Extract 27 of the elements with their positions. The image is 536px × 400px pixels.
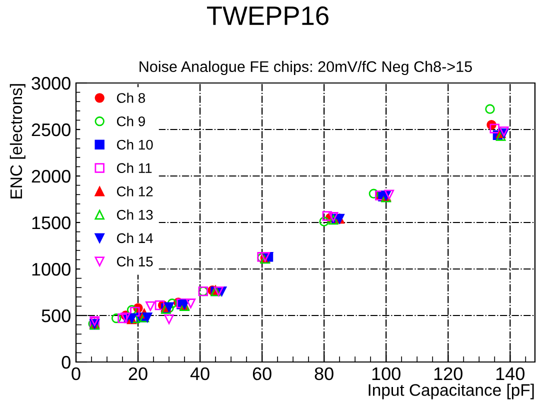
y-tick-label: 3000 [32,76,70,90]
legend-label: Ch 13 [116,210,153,220]
y-tick-label: 2500 [32,123,70,136]
y-tick-label: 500 [42,309,70,322]
legend-label: Ch 11 [116,162,152,174]
x-tick-label: 60 [252,367,272,380]
chart-title: TWEPP16 [207,6,328,26]
legend-label: Ch 15 [116,256,153,266]
legend-label: Ch 14 [116,232,153,244]
x-tick-label: 0 [72,367,80,380]
x-tick-label: 80 [314,367,334,380]
chart-subtitle: Noise Analogue FE chips: 20mV/fC Neg Ch8->15 [140,60,472,76]
y-axis-title: ENC [electrons] [10,84,26,198]
legend-label: Ch 8 [116,92,146,103]
x-axis-title: Input Capacitance [pF] [368,384,534,400]
x-tick-label: 20 [128,367,148,380]
x-tick-label: 100 [372,367,400,380]
x-tick-label: 40 [190,367,210,380]
legend-label: Ch 10 [116,139,153,150]
y-tick-label: 1500 [32,216,70,230]
legend-label: Ch 9 [116,116,145,126]
y-tick-label: 1000 [32,262,70,276]
legend-label: Ch 12 [116,186,153,196]
x-tick-label: 140 [496,367,524,380]
x-tick-label: 120 [434,367,462,380]
y-tick-label: 2000 [32,170,70,183]
y-tick-label: 0 [62,356,70,369]
